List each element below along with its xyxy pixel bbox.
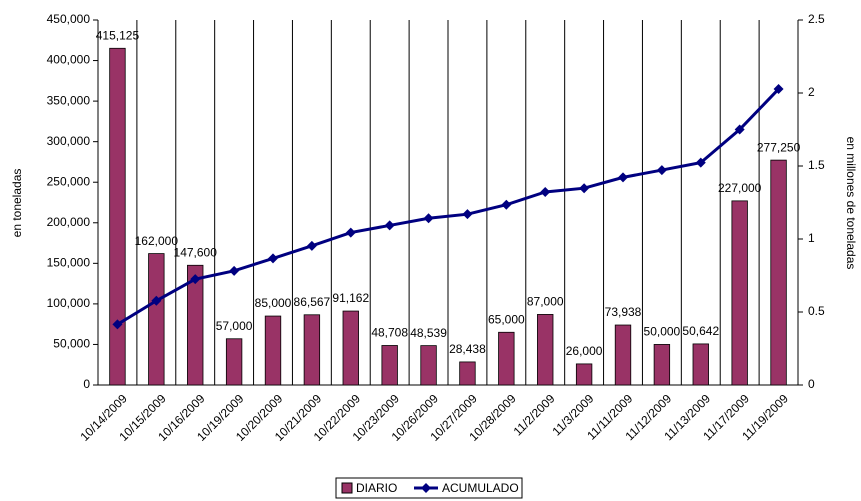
bar	[109, 47, 126, 386]
line-marker	[656, 165, 667, 176]
bar	[420, 345, 437, 386]
y2-tick-label: 0	[808, 377, 815, 391]
y-tick-label: 400,000	[47, 53, 91, 67]
y2-tick-label: 1.5	[808, 158, 825, 172]
bar-value-label: 26,000	[566, 344, 603, 358]
y-tick-label: 450,000	[47, 12, 91, 26]
legend-marker	[421, 483, 431, 493]
y-tick-label: 0	[83, 377, 90, 391]
y-tick-label: 350,000	[47, 93, 91, 107]
y-tick-label: 200,000	[47, 215, 91, 229]
bar	[459, 361, 476, 386]
bar-value-label: 50,642	[682, 324, 719, 338]
legend-swatch	[341, 482, 353, 494]
bar	[148, 253, 165, 386]
bar-value-label: 85,000	[255, 296, 292, 310]
bar	[381, 345, 398, 386]
line-marker	[540, 186, 551, 197]
line-marker	[306, 240, 317, 251]
bar-value-label: 48,539	[410, 326, 447, 340]
bar	[225, 338, 243, 386]
line-marker	[734, 124, 745, 135]
bar	[342, 310, 359, 386]
line-marker	[268, 253, 278, 264]
y-axis-title: en toneladas	[10, 169, 24, 238]
y2-tick-label: 0.5	[808, 304, 825, 318]
bar	[575, 363, 593, 386]
y-tick-label: 250,000	[47, 174, 91, 188]
bar	[303, 314, 321, 386]
bar	[498, 331, 515, 386]
line-marker	[384, 220, 395, 231]
line-marker	[112, 319, 123, 330]
y2-tick-label: 2.5	[808, 12, 825, 26]
bar	[770, 159, 787, 386]
line-marker	[501, 199, 512, 210]
bar	[692, 343, 709, 386]
y2-tick-label: 2	[808, 85, 815, 99]
line-marker	[345, 227, 356, 238]
bar-value-label: 87,000	[527, 295, 564, 309]
legend-label: DIARIO	[356, 481, 397, 495]
y2-tick-label: 1	[808, 231, 815, 245]
bar	[614, 324, 632, 386]
bar	[187, 264, 204, 386]
y-tick-label: 100,000	[47, 296, 91, 310]
line	[116, 88, 780, 326]
line-marker	[151, 295, 162, 306]
bar-value-label: 65,000	[488, 312, 525, 326]
bar-value-label: 48,708	[371, 326, 408, 340]
line-marker	[423, 213, 434, 224]
bar-value-label: 57,000	[216, 319, 253, 333]
bar-value-label: 147,600	[174, 245, 218, 259]
bar-value-label: 50,000	[644, 325, 681, 339]
bar-value-label: 415,125	[96, 28, 140, 42]
bar-value-label: 162,000	[135, 234, 179, 248]
bar	[653, 344, 671, 386]
line-marker	[462, 209, 473, 220]
bar	[264, 315, 282, 386]
y-tick-label: 50,000	[53, 337, 90, 351]
bar-value-label: 86,567	[294, 295, 331, 309]
bar	[731, 200, 748, 386]
bar-value-label: 227,000	[718, 181, 762, 195]
y-tick-label: 150,000	[47, 256, 91, 270]
x-tick-label: 11/2/2009	[511, 391, 558, 438]
bar-value-label: 91,162	[332, 291, 369, 305]
bar-value-label: 73,938	[605, 305, 642, 319]
legend-label: ACUMULADO	[442, 481, 519, 495]
line-marker	[579, 183, 590, 194]
y2-axis-title: en millones de toneladas	[844, 137, 858, 270]
line-marker	[229, 265, 240, 276]
line-marker	[773, 84, 784, 95]
bar	[537, 314, 554, 386]
line-marker	[618, 172, 628, 183]
y-tick-label: 300,000	[47, 134, 91, 148]
line-marker	[695, 157, 706, 168]
bar-value-label: 28,438	[449, 342, 486, 356]
bar-value-label: 277,250	[757, 140, 801, 154]
line-marker	[190, 274, 201, 285]
